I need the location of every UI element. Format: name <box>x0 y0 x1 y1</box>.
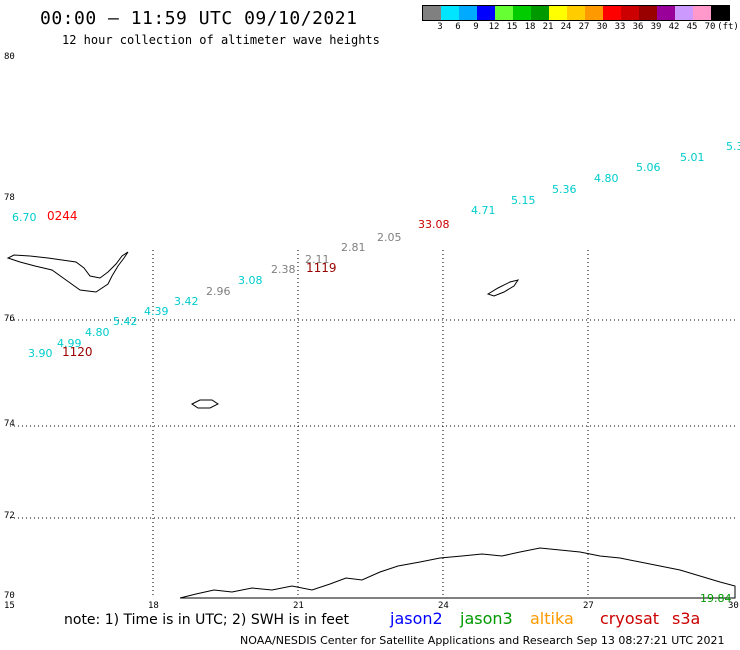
wave-height-label: 4.80 <box>85 326 110 339</box>
wave-height-label: 5.36 <box>552 183 577 196</box>
color-swatch <box>621 6 639 20</box>
color-scale-label: 33 <box>614 22 626 32</box>
pass-time-label: 0244 <box>47 209 78 223</box>
color-swatch <box>531 6 549 20</box>
lon-label: 21 <box>293 601 304 611</box>
color-scale-label: 18 <box>524 22 536 32</box>
lat-label: 78 <box>4 193 15 203</box>
color-scale-label: 9 <box>473 22 479 32</box>
color-scale-bar <box>422 5 730 21</box>
color-swatch <box>585 6 603 20</box>
coastline <box>6 251 736 599</box>
wave-height-label: 2.11 <box>305 253 330 266</box>
color-swatch <box>423 6 441 20</box>
coast-kong-karls-land <box>486 279 520 297</box>
color-swatch <box>657 6 675 20</box>
lat-label: 74 <box>4 419 15 429</box>
wave-height-label: 4.71 <box>471 204 496 217</box>
page-title: 00:00 – 11:59 UTC 09/10/2021 <box>40 8 358 29</box>
color-scale-label: (ft) <box>717 22 739 32</box>
color-scale-label: 27 <box>578 22 590 32</box>
color-scale-label: 21 <box>542 22 554 32</box>
color-swatch <box>513 6 531 20</box>
lon-grid <box>152 250 589 598</box>
color-swatch <box>675 6 693 20</box>
satellite-legend-cryosat: cryosat <box>600 609 660 628</box>
pass-time-label: 1119 <box>306 261 337 275</box>
color-swatch <box>639 6 657 20</box>
lon-label: 27 <box>583 601 594 611</box>
lon-label: 18 <box>148 601 159 611</box>
coast-bear-island <box>191 399 219 409</box>
lon-label: 30 <box>728 601 739 611</box>
color-scale-label: 24 <box>560 22 572 32</box>
wave-height-label: 2.38 <box>271 263 296 276</box>
color-swatch <box>441 6 459 20</box>
wave-height-label: 2.05 <box>377 231 402 244</box>
lon-label: 15 <box>4 601 15 611</box>
color-scale-label: 3 <box>437 22 443 32</box>
lat-grid <box>10 319 735 519</box>
wave-height-label: 2.81 <box>341 241 366 254</box>
wave-height-label: 33.08 <box>418 218 450 231</box>
wave-height-label: 5.01 <box>680 151 705 164</box>
wave-height-label: 19.84 <box>700 592 732 605</box>
color-scale-label: 12 <box>488 22 500 32</box>
coast-norway <box>179 547 736 599</box>
color-swatch <box>477 6 495 20</box>
satellite-legend-jason3: jason3 <box>460 609 513 628</box>
wave-height-label: 5.06 <box>636 161 661 174</box>
color-swatch <box>603 6 621 20</box>
color-swatch <box>459 6 477 20</box>
pass-time-label: 1120 <box>62 345 93 359</box>
coast-svalbard-south <box>6 251 129 293</box>
color-scale-label: 39 <box>650 22 662 32</box>
lat-label: 70 <box>4 591 15 601</box>
color-scale-label: 42 <box>668 22 680 32</box>
color-scale-label: 36 <box>632 22 644 32</box>
wave-height-label: 5.42 <box>113 315 138 328</box>
color-scale-label: 15 <box>506 22 518 32</box>
color-scale-label: 45 <box>686 22 698 32</box>
wave-height-label: 4.39 <box>144 305 169 318</box>
color-swatch <box>693 6 711 20</box>
color-scale-label: 70 <box>704 22 716 32</box>
satellite-legend-altika: altika <box>530 609 574 628</box>
satellite-legend-jason2: jason2 <box>390 609 443 628</box>
lat-label: 72 <box>4 511 15 521</box>
wave-height-label: 6.70 <box>12 211 37 224</box>
wave-height-label: 4.80 <box>594 172 619 185</box>
lat-label: 76 <box>4 314 15 324</box>
color-scale-label: 30 <box>596 22 608 32</box>
color-swatch <box>567 6 585 20</box>
color-swatch <box>711 6 729 20</box>
wave-height-label: 5.3 <box>726 140 740 153</box>
lon-label: 24 <box>438 601 449 611</box>
satellite-legend-s3a: s3a <box>672 609 701 628</box>
units-note: note: 1) Time is in UTC; 2) SWH is in fe… <box>64 612 350 628</box>
color-swatch <box>495 6 513 20</box>
color-swatch <box>549 6 567 20</box>
color-scale-label: 6 <box>455 22 461 32</box>
wave-height-label: 3.90 <box>28 347 53 360</box>
wave-height-label: 3.08 <box>238 274 263 287</box>
wave-height-label: 3.42 <box>174 295 199 308</box>
footer-credit: NOAA/NESDIS Center for Satellite Applica… <box>240 634 725 647</box>
wave-height-label: 4.99 <box>57 337 82 350</box>
page-subtitle: 12 hour collection of altimeter wave hei… <box>62 33 380 47</box>
lat-label: 80 <box>4 52 15 62</box>
wave-height-label: 5.15 <box>511 194 536 207</box>
wave-height-label: 2.96 <box>206 285 231 298</box>
